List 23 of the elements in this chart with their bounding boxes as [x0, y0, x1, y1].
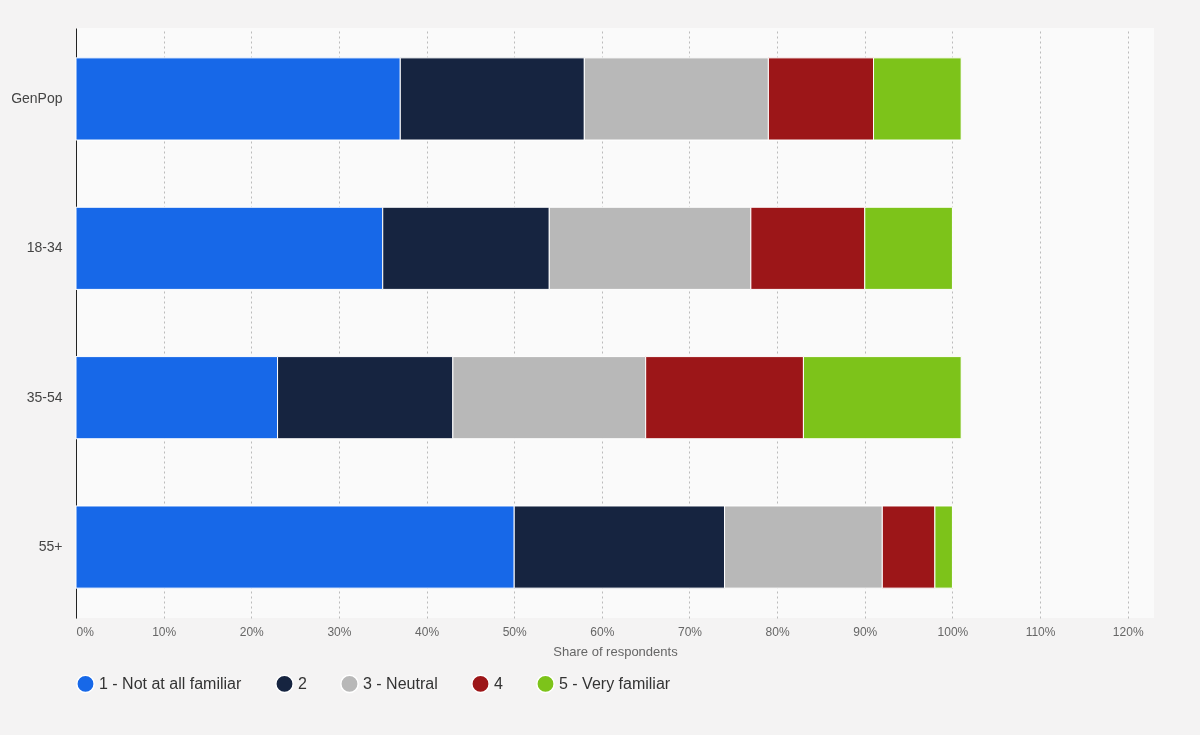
legend-label: 1 - Not at all familiar [99, 674, 242, 692]
x-tick-label: 10% [152, 624, 177, 639]
y-tick-label: GenPop [11, 89, 63, 106]
x-tick-label: 40% [415, 624, 440, 639]
y-tick-label: 55+ [38, 538, 63, 555]
x-tick-label: 120% [1112, 624, 1144, 639]
y-tick-label: 18-34 [26, 239, 63, 256]
x-tick-label: 50% [502, 624, 528, 639]
x-tick-label: 0% [76, 624, 95, 639]
legend-label: 5 - Very familiar [559, 674, 671, 692]
x-tick-label: 110% [1025, 624, 1056, 639]
y-tick-label: 35-54 [26, 388, 63, 405]
legend-label: 3 - Neutral [363, 674, 438, 692]
x-tick-label: 80% [765, 624, 790, 639]
x-tick-label: 30% [327, 624, 352, 639]
x-tick-label: 20% [239, 624, 265, 639]
legend-label: 4 [494, 674, 503, 692]
x-tick-label: 70% [677, 624, 703, 639]
x-tick-label: 90% [853, 624, 878, 639]
x-tick-label: 60% [590, 624, 615, 639]
legend-label: 2 [298, 674, 307, 692]
x-tick-label: 100% [937, 624, 969, 639]
x-axis-title: Share of respondents [553, 643, 679, 659]
